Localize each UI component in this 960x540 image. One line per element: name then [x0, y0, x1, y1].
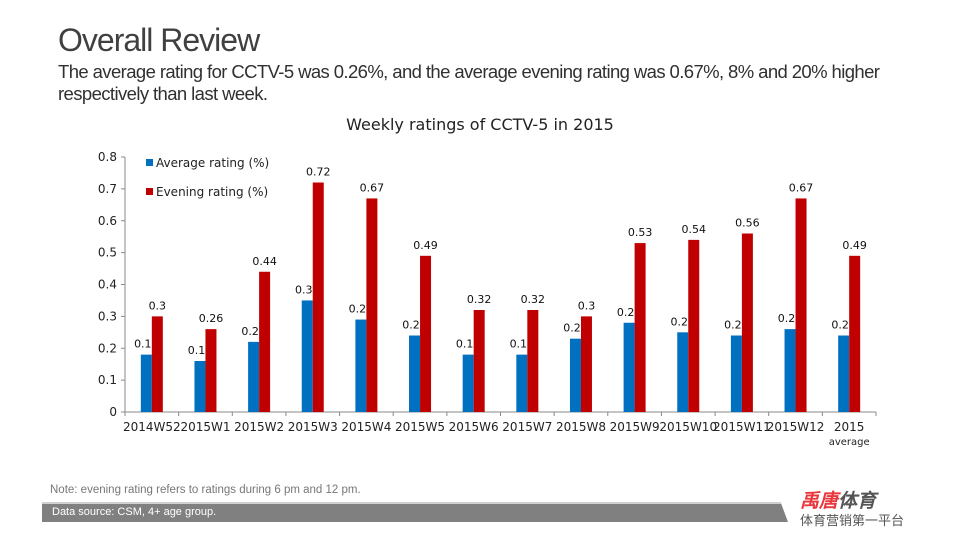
bar-average	[516, 354, 528, 412]
legend-swatch	[146, 188, 153, 195]
bar-average	[355, 319, 367, 412]
x-tick-label: 2015W11	[713, 420, 771, 434]
source-banner: Data source: CSM, 4+ age group.	[42, 502, 788, 522]
bar-average	[301, 300, 313, 412]
bar-average	[730, 335, 742, 412]
data-source: Data source: CSM, 4+ age group.	[52, 506, 217, 518]
bar-evening	[527, 310, 539, 412]
x-tick-label: 2015W12	[767, 420, 825, 434]
bar-average	[462, 354, 474, 412]
x-tick-label: 2015W9	[610, 420, 660, 434]
bar-evening	[849, 255, 861, 412]
y-tick-label: 0.6	[98, 214, 117, 228]
bar-average	[623, 322, 635, 412]
y-tick-label: 0.8	[98, 150, 117, 164]
legend-label: Average rating (%)	[156, 156, 269, 170]
bar-evening	[420, 255, 432, 412]
y-tick-label: 0.1	[98, 373, 117, 387]
data-label: 0.32	[467, 293, 492, 306]
logo-red: 禹唐	[800, 491, 839, 512]
page-subtitle: The average rating for CCTV-5 was 0.26%,…	[58, 61, 880, 104]
bar-average	[248, 341, 260, 412]
y-tick-label: 0.5	[98, 246, 117, 260]
y-tick-label: 0.7	[98, 182, 117, 196]
bar-average	[569, 338, 581, 412]
bar-evening	[473, 310, 485, 412]
data-label: 0.67	[360, 181, 385, 194]
y-tick-label: 0.3	[98, 309, 117, 323]
x-tick-label: 2015W7	[502, 420, 552, 434]
bar-evening	[580, 316, 592, 412]
bar-average	[409, 335, 421, 412]
x-tick-label: 2015 average	[829, 420, 870, 448]
x-tick-label: 2015W4	[341, 420, 391, 434]
bar-average	[677, 332, 689, 412]
bar-average	[838, 335, 850, 412]
legend-label: Evening rating (%)	[156, 185, 268, 199]
y-tick-label: 0.2	[98, 341, 117, 355]
data-label: 0.49	[413, 239, 438, 252]
footnote: Note: evening rating refers to ratings d…	[50, 484, 361, 496]
bar-evening	[259, 271, 271, 412]
bar-evening	[741, 233, 753, 412]
logo-dark: 体育	[838, 491, 877, 512]
bar-evening	[366, 198, 378, 412]
bar-evening	[634, 243, 646, 412]
x-tick-label: 2015W3	[288, 420, 338, 434]
data-label: 0.56	[735, 217, 760, 230]
data-label: 0.53	[628, 226, 653, 239]
bar-average	[194, 361, 206, 412]
bar-chart: Weekly ratings of CCTV-5 in 2015 0 0.1 0.2…	[98, 115, 877, 448]
data-label: 0.3	[149, 299, 167, 312]
bar-average	[784, 329, 796, 412]
x-tick-label: 2015W6	[449, 420, 499, 434]
y-tick-label: 0.4	[98, 278, 117, 292]
x-tick-label: 2015W2	[234, 420, 284, 434]
data-label: 0.72	[306, 166, 331, 179]
bar-evening	[151, 316, 163, 412]
legend-swatch	[146, 159, 153, 166]
brand-tagline: 体育营销第一平台	[800, 513, 905, 528]
page-title: Overall Review	[58, 22, 260, 58]
y-tick-label: 0	[109, 405, 117, 419]
x-tick-label: 2015W5	[395, 420, 445, 434]
x-tick-label: 2015W10	[659, 420, 717, 434]
chart-title: Weekly ratings of CCTV-5 in 2015	[346, 115, 614, 134]
data-label: 0.49	[842, 239, 867, 252]
data-label: 0.26	[199, 312, 224, 325]
data-label: 0.67	[789, 181, 814, 194]
data-label: 0.3	[578, 299, 596, 312]
data-label: 0.32	[521, 293, 546, 306]
bar-evening	[688, 239, 700, 412]
bar-evening	[312, 182, 324, 412]
brand-logo: 禹唐体育	[800, 486, 876, 513]
data-label: 0.54	[682, 223, 707, 236]
bar-average	[140, 354, 152, 412]
bar-evening	[795, 198, 807, 412]
bar-evening	[205, 329, 217, 412]
x-tick-label: 2015W1	[180, 420, 230, 434]
data-label: 0.44	[252, 255, 277, 268]
x-tick-label: 2014W52	[123, 420, 181, 434]
x-tick-label: 2015W8	[556, 420, 606, 434]
